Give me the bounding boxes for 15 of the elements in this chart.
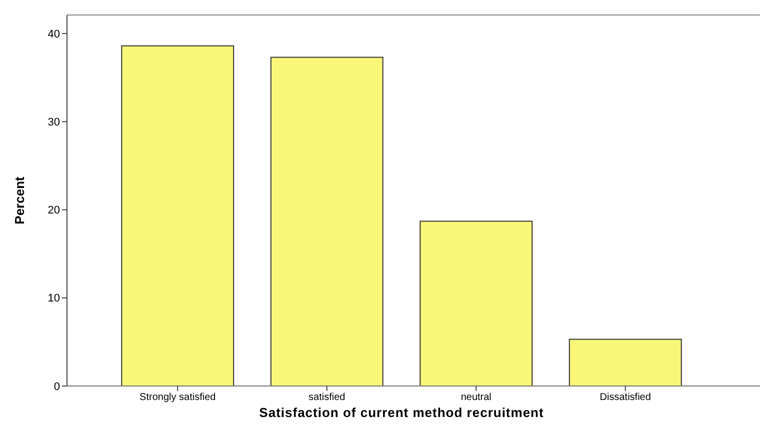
bar bbox=[568, 338, 682, 386]
y-tick-label: 10 bbox=[48, 292, 60, 305]
x-tick-label: Dissatisfied bbox=[600, 392, 651, 403]
y-axis-title: Percent bbox=[12, 176, 27, 224]
x-tick-label: neutral bbox=[460, 392, 492, 403]
y-tick-label: 40 bbox=[48, 28, 60, 40]
y-tick-label: 30 bbox=[48, 116, 60, 128]
x-tick-label: Strongly satisfied bbox=[140, 392, 216, 403]
bar bbox=[420, 220, 533, 386]
y-tick-label: 20 bbox=[48, 204, 60, 217]
y-tick-label: 0 bbox=[54, 380, 60, 393]
bar bbox=[121, 45, 234, 386]
x-tick-label: satisfied bbox=[308, 392, 346, 403]
bar bbox=[270, 56, 384, 386]
x-axis-title: Satisfaction of current method recruitment bbox=[259, 405, 544, 420]
